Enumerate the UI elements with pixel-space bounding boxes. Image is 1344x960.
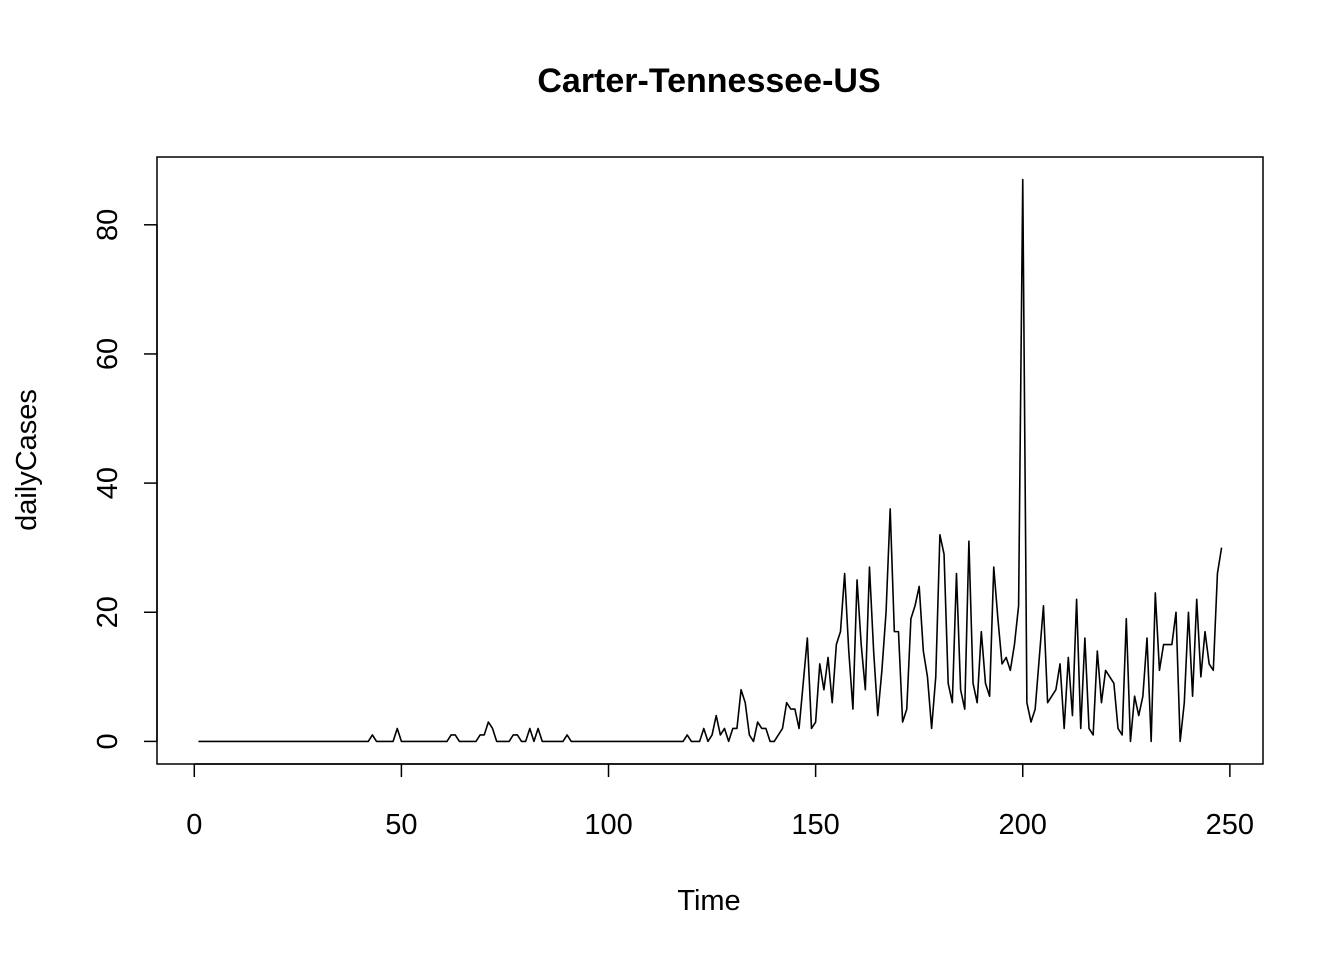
chart-title: Carter-Tennessee-US: [537, 62, 880, 100]
series-line: [198, 180, 1221, 742]
y-tick-label: 0: [92, 733, 124, 749]
x-tick-label: 50: [385, 809, 417, 841]
x-tick-label: 0: [186, 809, 202, 841]
x-tick-label: 100: [584, 809, 632, 841]
y-axis: 0 20 40 60 80: [92, 209, 157, 750]
y-tick-label: 60: [92, 338, 124, 370]
y-tick-label: 20: [92, 596, 124, 628]
x-axis-label: Time: [677, 885, 740, 917]
y-tick-label: 40: [92, 467, 124, 499]
y-tick-label: 80: [92, 209, 124, 241]
plot-frame: [157, 157, 1263, 764]
x-tick-label: 200: [999, 809, 1047, 841]
x-tick-label: 250: [1206, 809, 1254, 841]
x-tick-label: 150: [791, 809, 839, 841]
y-axis-label: dailyCases: [11, 389, 43, 531]
x-axis: 0 50 100 150 200 250: [186, 764, 1254, 841]
